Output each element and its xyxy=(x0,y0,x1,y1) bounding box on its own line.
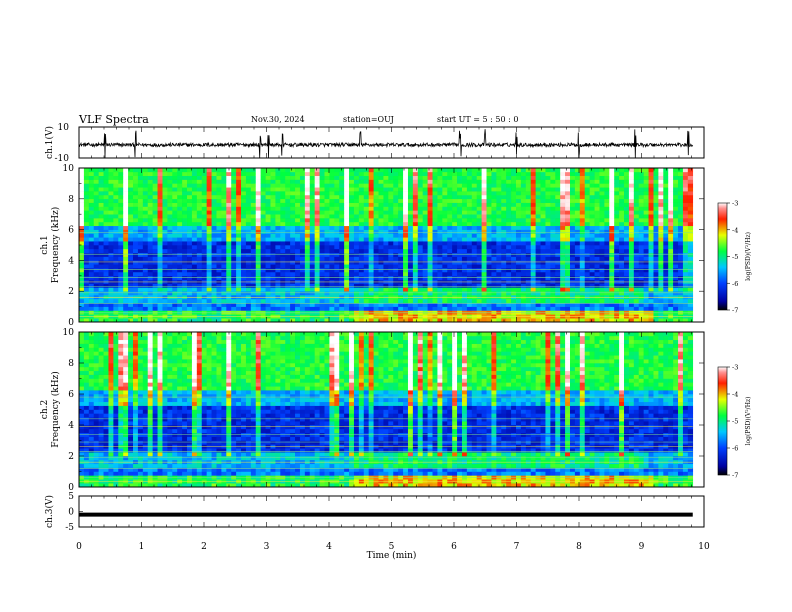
spectrogram-ch2-ytick: 6 xyxy=(68,390,74,400)
waveform-ch1-ytick: -10 xyxy=(55,154,70,164)
waveform-ch3-ytick: 0 xyxy=(68,508,74,518)
colorbar-ch2 xyxy=(717,366,728,476)
date-label: Nov.30, 2024 xyxy=(251,115,305,124)
spectrogram-ch1-ytick: 10 xyxy=(63,164,75,174)
xaxis-tick: 7 xyxy=(514,542,520,552)
colorbar-ch2-label: log(PSD)(V²/Hz) xyxy=(745,397,752,446)
colorbar-ch2-tick: -4 xyxy=(732,391,738,399)
xaxis-tick: 10 xyxy=(698,542,710,552)
xaxis-tick: 3 xyxy=(264,542,270,552)
xaxis-tick: 4 xyxy=(326,542,332,552)
spectrogram-ch2-cells xyxy=(79,332,694,488)
colorbar-ch1-tick: -5 xyxy=(732,253,738,261)
spectrogram-ch1-ytick: 0 xyxy=(68,318,74,328)
waveform-ch1-ytick: 10 xyxy=(58,123,70,133)
spectrogram-ch1-ytick: 6 xyxy=(68,226,74,236)
spectrogram-ch2-ylabel-freq: Frequency (kHz) xyxy=(50,371,61,448)
xaxis-label: Time (min) xyxy=(367,550,417,561)
xaxis-tick: 9 xyxy=(639,542,645,552)
spectrogram-ch2-ytick: 0 xyxy=(68,483,74,493)
xaxis-tick: 6 xyxy=(451,542,457,552)
spectrogram-ch1-ylabel-freq: Frequency (kHz) xyxy=(50,207,61,284)
waveform-ch1-ylabel: ch.1(V) xyxy=(44,126,55,159)
spectrogram-ch2-ytick: 2 xyxy=(68,452,74,462)
waveform-ch3-ylabel: ch.3(V) xyxy=(44,495,55,528)
spectrogram-ch2-ylabel-channel: ch.2 xyxy=(40,400,50,419)
waveform-ch3-ytick: 5 xyxy=(68,492,74,502)
colorbar-ch2-tick: -7 xyxy=(732,472,738,480)
colorbar-ch1-tick: -6 xyxy=(732,280,738,288)
chart-title: VLF Spectra xyxy=(79,113,149,126)
xaxis-tick: 1 xyxy=(139,542,145,552)
xaxis-tick: 0 xyxy=(76,542,82,552)
xaxis-tick: 2 xyxy=(201,542,207,552)
colorbar-ch2-tick: -5 xyxy=(732,418,738,426)
spectrogram-ch1-ytick: 4 xyxy=(68,256,74,266)
colorbar-ch2-tick: -3 xyxy=(732,364,738,372)
spectrogram-ch1-ylabel-channel: ch.1 xyxy=(40,235,50,254)
spectrogram-ch2-ytick: 8 xyxy=(68,359,74,369)
colorbar-ch1 xyxy=(717,202,728,311)
start-time-label: start UT = 5 : 50 : 0 xyxy=(437,115,519,124)
waveform-ch3-ytick: -5 xyxy=(65,523,74,533)
spectrogram-ch2-ytick: 10 xyxy=(63,328,75,338)
spectrogram-ch1-ytick: 8 xyxy=(68,195,74,205)
xaxis-tick: 5 xyxy=(389,542,395,552)
colorbar-ch2-tick: -6 xyxy=(732,445,738,453)
spectrogram-ch1-cells xyxy=(79,168,694,323)
colorbar-ch1-label: log(PSD)(V²/Hz) xyxy=(745,232,752,281)
colorbar-ch1-tick: -4 xyxy=(732,226,738,234)
spectrogram-ch2-ytick: 4 xyxy=(68,421,74,431)
station-label: station=OUJ xyxy=(343,115,394,124)
xaxis-tick: 8 xyxy=(576,542,582,552)
colorbar-ch1-tick: -7 xyxy=(732,307,738,315)
waveform-ch1-line xyxy=(79,129,694,159)
colorbar-ch1-tick: -3 xyxy=(732,200,738,208)
spectrogram-ch1-ytick: 2 xyxy=(68,287,74,297)
